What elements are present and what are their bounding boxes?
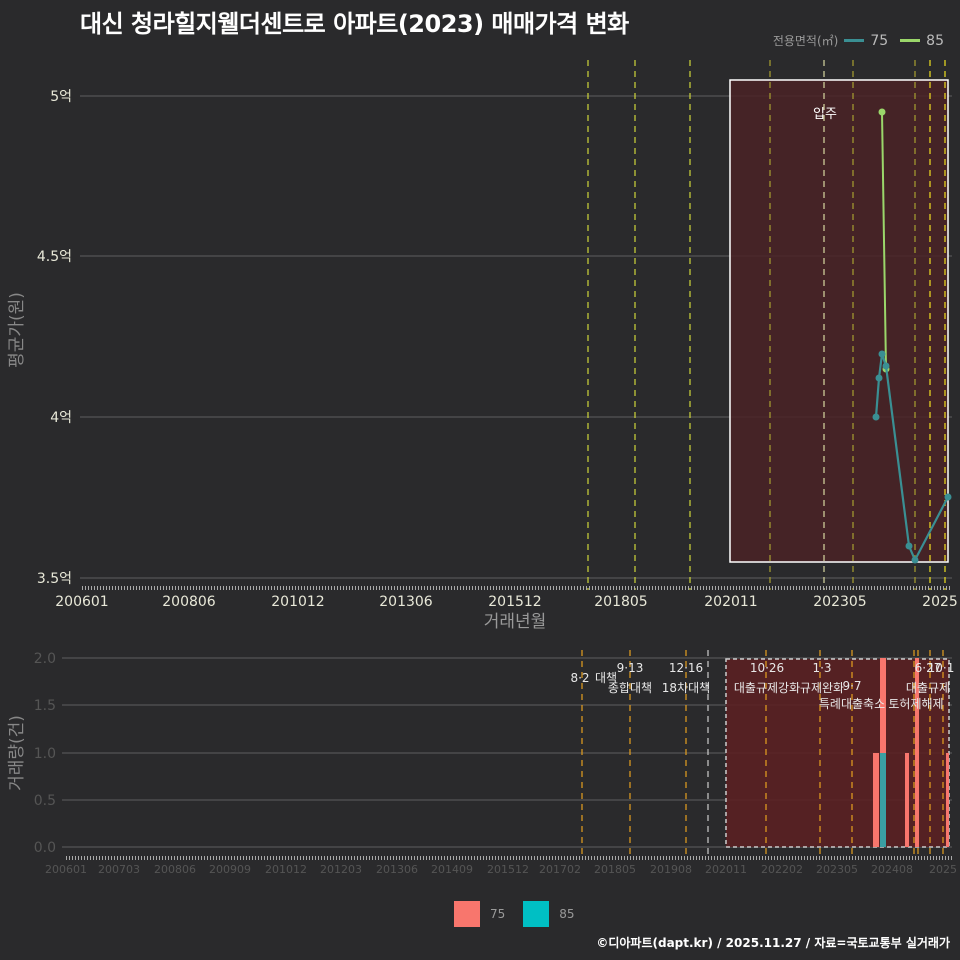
occupancy-highlight-box	[729, 79, 949, 563]
svg-text:200601: 200601	[55, 594, 108, 610]
legend-label-85: 85	[559, 907, 575, 921]
svg-text:201012: 201012	[265, 863, 307, 876]
legend-label: 전용면적(㎡)	[772, 34, 839, 48]
svg-text:3.5억: 3.5억	[37, 571, 72, 587]
svg-text:200703: 200703	[98, 863, 140, 876]
svg-text:6·27: 6·27	[915, 661, 942, 675]
bottom-plot: 8·2 대책 9·13 종합대책 12·16 18차대책 10·26 대출규제강…	[7, 650, 957, 876]
line-legend: 전용면적(㎡) 75 85	[773, 32, 950, 49]
chart-title: 대신 청라힐지웰더센트로 아파트(2023) 매매가격 변화	[80, 10, 629, 38]
svg-text:201702: 201702	[539, 863, 581, 876]
svg-text:대출규제강화: 대출규제강화	[734, 681, 800, 695]
svg-text:토허제해제: 토허제해제	[888, 697, 943, 711]
legend-label-75: 75	[490, 907, 506, 921]
svg-text:종합대책: 종합대책	[608, 680, 652, 695]
legend-box-75	[454, 901, 480, 927]
svg-text:200806: 200806	[154, 863, 196, 876]
x-axis-title: 거래년월	[484, 612, 547, 632]
occupancy-annotation: 입주	[813, 107, 837, 122]
svg-text:10·26: 10·26	[750, 661, 784, 675]
svg-text:202305: 202305	[813, 594, 866, 610]
svg-text:0.0: 0.0	[34, 840, 56, 856]
svg-text:8·2: 8·2	[570, 671, 589, 685]
svg-text:202305: 202305	[816, 863, 858, 876]
legend-value-85: 85	[926, 32, 944, 49]
svg-text:18차대책: 18차대책	[662, 680, 710, 695]
svg-text:201805: 201805	[594, 863, 636, 876]
y-axis-title: 평균가(원)	[7, 292, 27, 368]
svg-text:규제완화: 규제완화	[800, 681, 844, 695]
svg-text:12·16: 12·16	[669, 661, 703, 675]
svg-text:201306: 201306	[379, 594, 433, 610]
legend-swatch-85	[900, 39, 921, 42]
svg-text:4.5억: 4.5억	[37, 249, 72, 265]
svg-text:10·1: 10·1	[928, 661, 955, 675]
source-footer: ©디아파트(dapt.kr) / 2025.11.27 / 자료=국토교통부 실…	[596, 936, 950, 950]
svg-text:1·3: 1·3	[812, 661, 831, 675]
bottom-y-axis-title: 거래량(건)	[7, 715, 27, 791]
svg-text:200601: 200601	[45, 863, 87, 876]
svg-text:202202: 202202	[761, 863, 803, 876]
svg-text:4억: 4억	[50, 410, 72, 426]
legend-box-85	[523, 901, 550, 927]
svg-text:201012: 201012	[271, 594, 324, 610]
svg-text:200806: 200806	[162, 594, 216, 610]
svg-text:9·7: 9·7	[842, 679, 861, 693]
svg-text:1.0: 1.0	[34, 746, 56, 762]
svg-text:대출규제: 대출규제	[906, 681, 950, 695]
legend-swatch-75	[844, 39, 865, 42]
svg-text:201203: 201203	[320, 863, 362, 876]
svg-text:201512: 201512	[487, 863, 529, 876]
svg-text:201908: 201908	[650, 863, 692, 876]
svg-text:202011: 202011	[705, 863, 747, 876]
svg-text:2025: 2025	[929, 863, 957, 876]
bar-legend: 75 85	[454, 901, 575, 927]
svg-text:202011: 202011	[704, 594, 757, 610]
svg-text:200909: 200909	[209, 863, 251, 876]
legend-value-75: 75	[870, 32, 889, 49]
svg-text:특례대출축소: 특례대출축소	[819, 697, 885, 711]
svg-text:9·13: 9·13	[617, 661, 644, 675]
svg-text:1.5: 1.5	[34, 698, 56, 714]
top-plot: 입주 5억 4.5억 4억 3.5억 200601 200806 2	[7, 60, 958, 632]
svg-text:202408: 202408	[871, 863, 913, 876]
svg-text:201805: 201805	[594, 594, 647, 610]
svg-text:0.5: 0.5	[34, 793, 56, 809]
svg-text:2.0: 2.0	[34, 651, 56, 667]
svg-text:대책: 대책	[595, 670, 617, 685]
svg-text:201512: 201512	[488, 594, 541, 610]
svg-text:201306: 201306	[376, 863, 418, 876]
svg-text:201409: 201409	[431, 863, 473, 876]
svg-text:2025: 2025	[922, 594, 958, 610]
svg-text:5억: 5억	[50, 89, 72, 105]
